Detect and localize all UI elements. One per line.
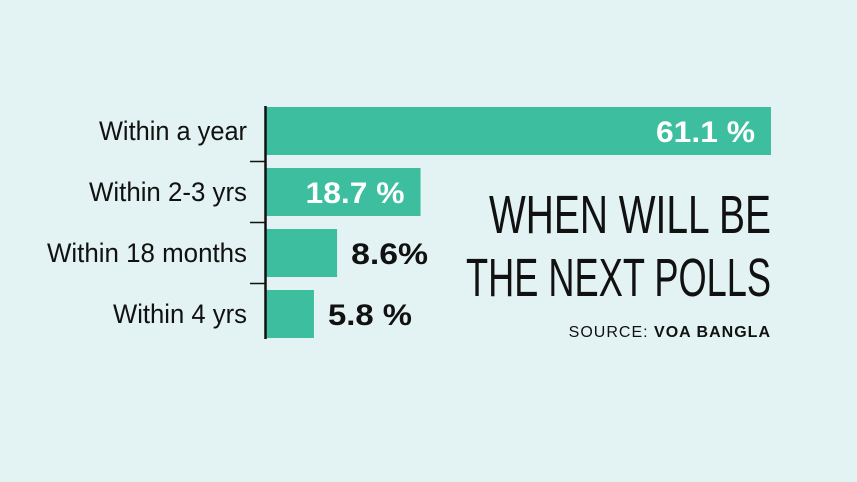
value-label: 5.8 % [328, 299, 412, 332]
value-label: 8.6% [351, 238, 428, 271]
source-name: VOA BANGLA [654, 324, 771, 341]
category-label: Within 4 yrs [113, 299, 247, 329]
source-prefix: SOURCE: [569, 324, 649, 341]
bar [266, 290, 314, 338]
chart-title-line-2: THE NEXT POLLS [466, 248, 771, 308]
value-label: 18.7 % [306, 177, 405, 210]
bar [266, 107, 771, 155]
chart-title-line-1: WHEN WILL BE [489, 185, 771, 245]
value-label: 61.1 % [656, 116, 755, 149]
bar [266, 229, 338, 277]
bar [266, 168, 421, 216]
category-label: Within 18 months [47, 238, 247, 268]
category-label: Within a year [99, 116, 247, 146]
category-label: Within 2-3 yrs [89, 177, 247, 207]
source-note: SOURCE: VOA BANGLA [569, 324, 771, 341]
